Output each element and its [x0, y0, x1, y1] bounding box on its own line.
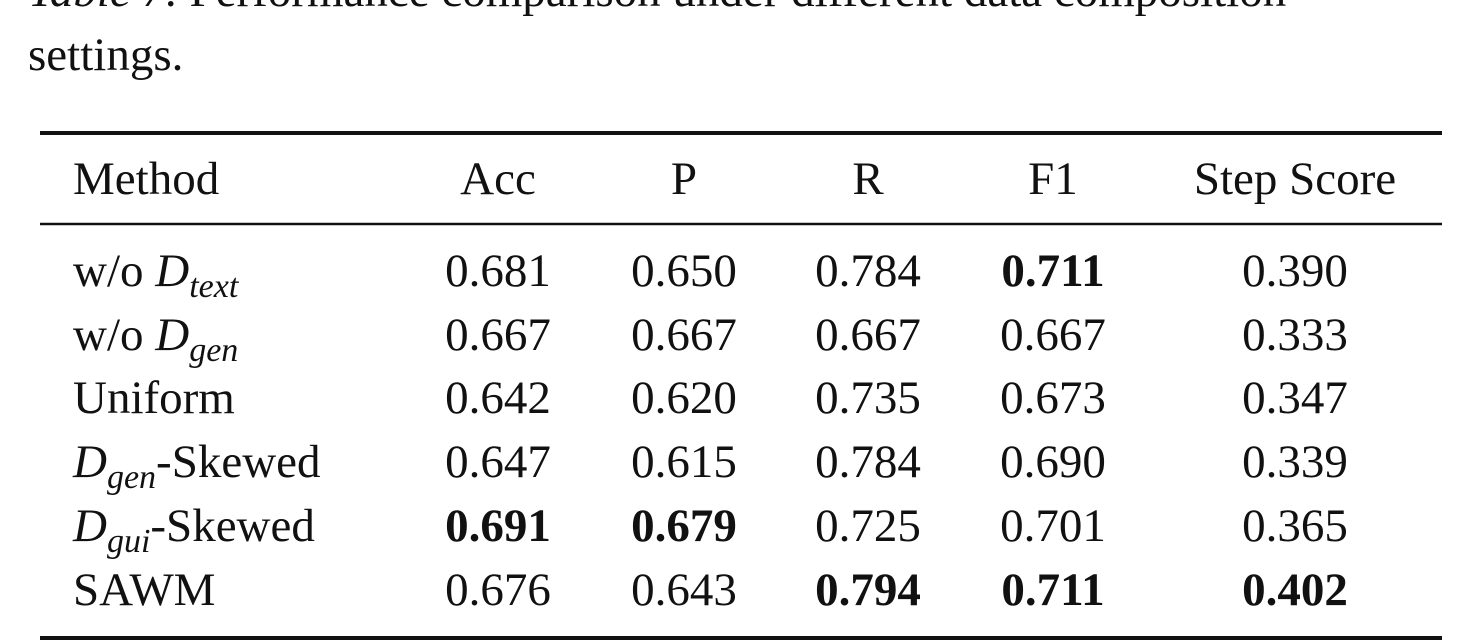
math-subscript: gen: [107, 459, 156, 496]
method-name: SAWM: [73, 564, 215, 616]
value-cell: 0.643: [631, 564, 737, 616]
caption-line: Table 7. Performance comparison under di…: [28, 0, 1286, 17]
value-cell: 0.647: [445, 436, 551, 488]
value-cell: 0.642: [445, 372, 551, 424]
value-cell: 0.679: [631, 500, 737, 552]
column-header: P: [671, 153, 697, 205]
math-symbol: D: [154, 309, 189, 361]
caption-text: Performance comparison under different d…: [190, 0, 1287, 17]
math-subscript: gen: [189, 332, 238, 369]
value-cell: 0.711: [1001, 245, 1104, 297]
method-prefix: w/o: [73, 309, 155, 361]
value-cell: 0.673: [1000, 372, 1106, 424]
value-cell: 0.333: [1242, 309, 1348, 361]
value-cell: 0.725: [815, 500, 921, 552]
value-cell: 0.676: [445, 564, 551, 616]
value-cell: 0.339: [1242, 436, 1348, 488]
value-cell: 0.667: [1000, 309, 1106, 361]
value-cell: 0.667: [445, 309, 551, 361]
value-cell: 0.402: [1242, 564, 1348, 616]
value-cell: 0.711: [1001, 564, 1104, 616]
value-cell: 0.390: [1242, 245, 1348, 297]
math-symbol: D: [72, 436, 107, 488]
value-cell: 0.615: [631, 436, 737, 488]
math-subscript: text: [189, 268, 240, 305]
value-cell: 0.667: [631, 309, 737, 361]
value-cell: 0.347: [1242, 372, 1348, 424]
column-header: Method: [73, 153, 219, 205]
column-header: R: [852, 153, 884, 205]
value-cell: 0.667: [815, 309, 921, 361]
value-cell: 0.620: [631, 372, 737, 424]
value-cell: 0.365: [1242, 500, 1348, 552]
caption-line: settings.: [28, 29, 183, 81]
method-suffix: -Skewed: [156, 436, 320, 488]
column-header: Step Score: [1194, 153, 1396, 205]
value-cell: 0.650: [631, 245, 737, 297]
math-subscript: gui: [107, 523, 150, 560]
math-symbol: D: [154, 245, 189, 297]
method-cell: w/o Dgen: [73, 309, 238, 369]
method-cell: Dgen-Skewed: [72, 436, 321, 496]
column-header: F1: [1028, 153, 1078, 205]
method-suffix: -Skewed: [150, 500, 314, 552]
method-prefix: w/o: [73, 245, 155, 297]
value-cell: 0.691: [445, 500, 551, 552]
method-cell: SAWM: [73, 564, 215, 616]
value-cell: 0.681: [445, 245, 551, 297]
value-cell: 0.701: [1000, 500, 1106, 552]
method-cell: Dgui-Skewed: [72, 500, 315, 560]
caption-label: Table 7.: [28, 0, 178, 17]
value-cell: 0.784: [815, 245, 921, 297]
column-header: Acc: [460, 153, 536, 205]
method-cell: Uniform: [73, 372, 235, 424]
method-cell: w/o Dtext: [73, 245, 240, 305]
math-symbol: D: [72, 500, 107, 552]
value-cell: 0.794: [815, 564, 921, 616]
value-cell: 0.784: [815, 436, 921, 488]
value-cell: 0.690: [1000, 436, 1106, 488]
method-name: Uniform: [73, 372, 235, 424]
value-cell: 0.735: [815, 372, 921, 424]
